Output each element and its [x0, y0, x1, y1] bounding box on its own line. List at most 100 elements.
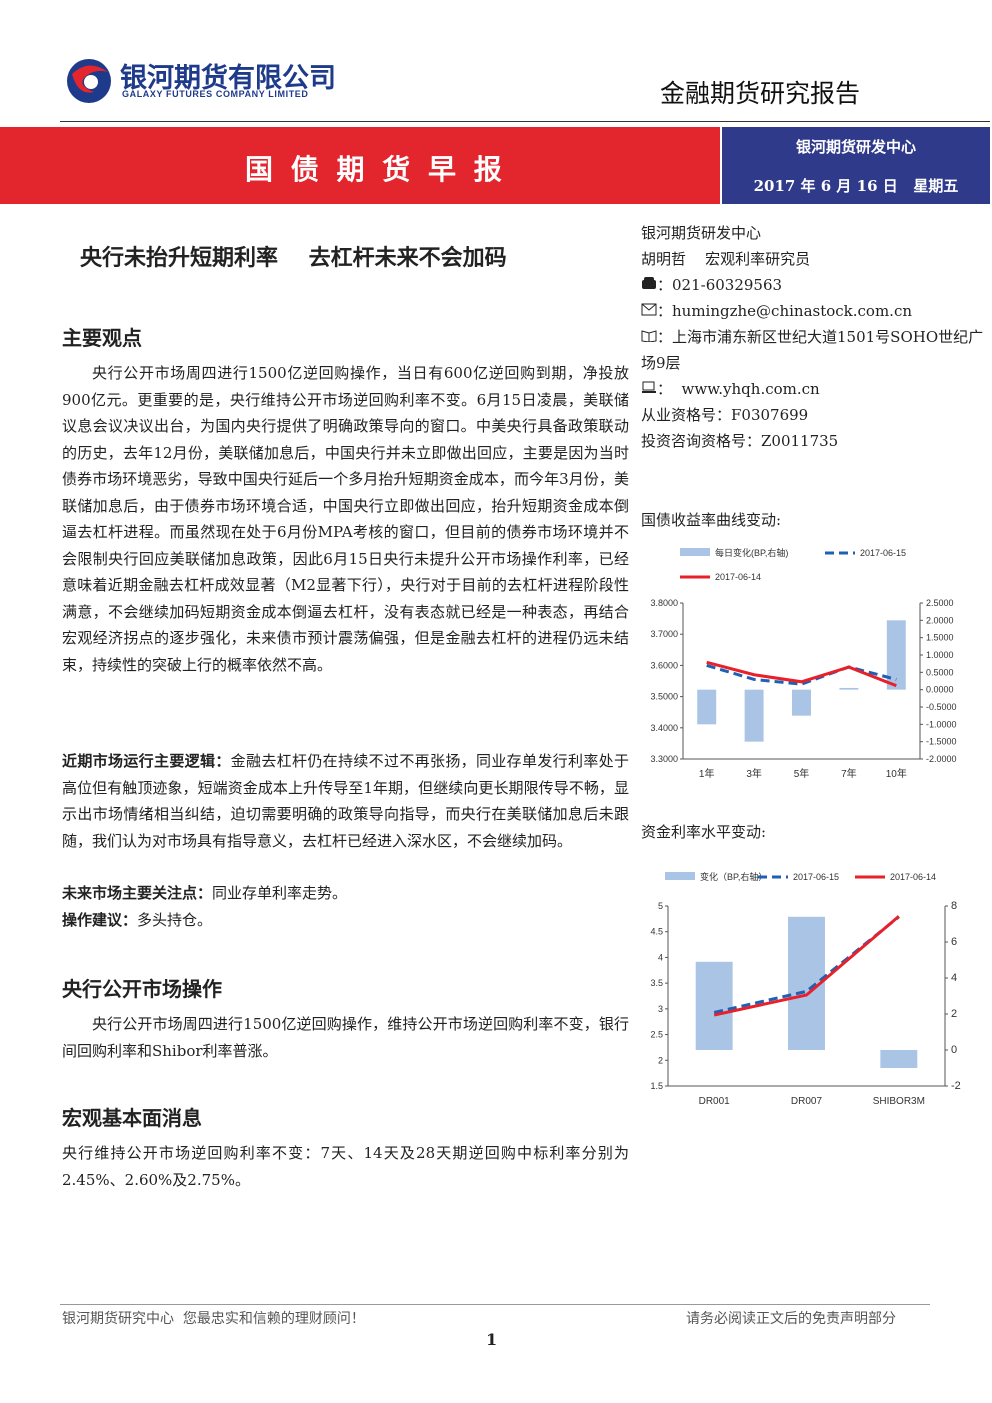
- bar: [695, 961, 733, 1050]
- y-tick-label: 3: [658, 1004, 663, 1014]
- bar: [886, 620, 906, 690]
- chart-title: 国债收益率曲线变动:: [641, 511, 782, 529]
- x-tick-label: 1年: [699, 767, 715, 780]
- y2-tick-label: -2.0000: [926, 754, 957, 764]
- text: 多头持仓。: [137, 911, 213, 929]
- y2-tick-label: -2: [951, 1080, 961, 1092]
- text: ： www.yhqh.com.cn: [657, 380, 820, 398]
- text: 同业存单利率走势。: [212, 884, 348, 902]
- y-tick-label: 4: [658, 952, 663, 962]
- y2-tick-label: 1.0000: [926, 650, 954, 660]
- x-tick-label: SHIBOR3M: [873, 1096, 925, 1107]
- cert: 投资咨询资格号：Z0011735: [641, 432, 839, 450]
- x-tick-label: DR001: [699, 1096, 731, 1107]
- icon: [641, 303, 657, 316]
- legend-swatch: [665, 872, 695, 880]
- label: 操作建议：: [62, 911, 138, 929]
- y2-tick-label: -1.5000: [926, 737, 957, 747]
- line: [706, 663, 897, 686]
- y-tick-label: 3.7000: [650, 629, 678, 639]
- logic-block: 近期市场运行主要逻辑：金融去杠杆仍在持续不过不再张扬，同业存单发行利率处于高位但…: [62, 748, 629, 854]
- text: ：上海市浦东新区世纪大道1501号SOHO世纪广场9层: [641, 328, 984, 372]
- y2-tick-label: -1.0000: [926, 719, 957, 729]
- paragraph: 央行公开市场周四进行1500亿逆回购操作，维持公开市场逆回购利率不变，银行间回购…: [62, 1015, 629, 1060]
- icon: [642, 381, 656, 393]
- y-tick-label: 3.3000: [650, 754, 678, 764]
- x-tick-label: 3年: [746, 767, 762, 780]
- company-cn: 银河期货有限公司: [120, 63, 336, 94]
- page-number: 1: [486, 1330, 498, 1349]
- y-tick-label: 4.5: [650, 927, 663, 937]
- bar: [792, 689, 811, 716]
- y-tick-label: 3.5000: [650, 692, 678, 702]
- chart-title: 资金利率水平变动:: [641, 823, 767, 841]
- y-tick-label: 3.5: [650, 978, 663, 988]
- y2-tick-label: 8: [951, 900, 957, 912]
- y2-tick-label: 0: [951, 1044, 957, 1056]
- x-tick-label: 10年: [886, 767, 907, 780]
- legend-label: 2017-06-14: [890, 872, 936, 882]
- bar: [880, 1050, 918, 1068]
- y2-tick-label: 1.5000: [926, 633, 954, 643]
- y-tick-label: 3.8000: [650, 598, 678, 608]
- focus-block: 未来市场主要关注点：同业存单利率走势。: [62, 880, 629, 907]
- web: ： www.yhqh.com.cn: [641, 376, 986, 402]
- banner-date: 2017 年 6 月 16 日 星期五: [753, 177, 959, 195]
- paragraph: 央行公开市场周四进行1500亿逆回购操作，当日有600亿逆回购到期，净投放900…: [62, 364, 629, 674]
- legend-label: 每日变化(BP,右轴): [715, 547, 788, 558]
- logo: [67, 59, 111, 103]
- section-heading: 央行公开市场操作: [62, 977, 222, 1001]
- y-tick-label: 3.6000: [650, 660, 678, 670]
- footer-rule: [60, 1304, 930, 1305]
- report-type: 金融期货研究报告: [660, 79, 861, 108]
- y-tick-label: 1.5: [650, 1081, 663, 1091]
- section-heading: 宏观基本面消息: [62, 1106, 202, 1130]
- legend-label: 2017-06-15: [793, 872, 839, 882]
- legend-label: 2017-06-15: [860, 548, 906, 558]
- sidebar: 银河期货研发中心 胡明哲 宏观利率研究员 ：021-60329563 ：humi…: [641, 220, 986, 454]
- y2-tick-label: 0.0000: [926, 685, 954, 695]
- y2-tick-label: 2.5000: [926, 598, 954, 608]
- banner-box: [722, 127, 990, 204]
- address: ：上海市浦东新区世纪大道1501号SOHO世纪广场9层: [641, 324, 986, 376]
- email: ：humingzhe@chinastock.com.cn: [641, 298, 986, 324]
- section-heading: 主要观点: [62, 326, 142, 350]
- text: ：021-60329563: [657, 276, 783, 294]
- y2-tick-label: -0.5000: [926, 702, 957, 712]
- y2-tick-label: 0.5000: [926, 667, 954, 677]
- label: 近期市场运行主要逻辑：: [62, 752, 231, 770]
- y-tick-label: 2: [658, 1055, 663, 1065]
- banner-center: 银河期货研发中心: [795, 138, 916, 156]
- org: 银河期货研发中心: [641, 224, 762, 242]
- phone: ：021-60329563: [641, 272, 986, 298]
- legend-label: 2017-06-14: [715, 572, 761, 582]
- bar: [697, 689, 717, 725]
- y2-tick-label: 4: [951, 972, 957, 984]
- icon: [642, 277, 656, 289]
- label: 未来市场主要关注点：: [62, 884, 213, 902]
- line: [713, 915, 900, 1017]
- paragraph: 央行维持公开市场逆回购利率不变：7天、14天及28天期逆回购中标利率分别为2.4…: [62, 1144, 629, 1189]
- analyst: 胡明哲 宏观利率研究员: [641, 250, 811, 268]
- bar: [839, 687, 859, 690]
- y-tick-label: 3.4000: [650, 723, 678, 733]
- footer-right: 请务必阅读正文后的免责声明部分: [686, 1311, 896, 1327]
- x-tick-label: 5年: [794, 767, 810, 780]
- cert: 从业资格号：F0307699: [641, 406, 809, 424]
- footer-left: 银河期货研究中心 您最忠实和信赖的理财顾问！: [62, 1311, 365, 1327]
- header-rule: [60, 121, 990, 122]
- x-tick-label: DR007: [791, 1096, 823, 1107]
- banner: [0, 127, 720, 204]
- y2-tick-label: 2: [951, 1008, 957, 1020]
- advice-block: 操作建议：多头持仓。: [62, 907, 629, 934]
- company-en: GALAXY FUTURES COMPANY LIMITED: [122, 89, 309, 99]
- headline: 央行未抬升短期利率 去杠杆未来不会加码: [80, 245, 507, 271]
- icon: [641, 330, 657, 343]
- legend-swatch: [680, 548, 710, 556]
- legend-label: 变化（BP,右轴）: [700, 871, 767, 882]
- y-tick-label: 2.5: [650, 1030, 663, 1040]
- y2-tick-label: 6: [951, 936, 957, 948]
- banner-title: 国 债 期 货 早 报: [245, 153, 506, 186]
